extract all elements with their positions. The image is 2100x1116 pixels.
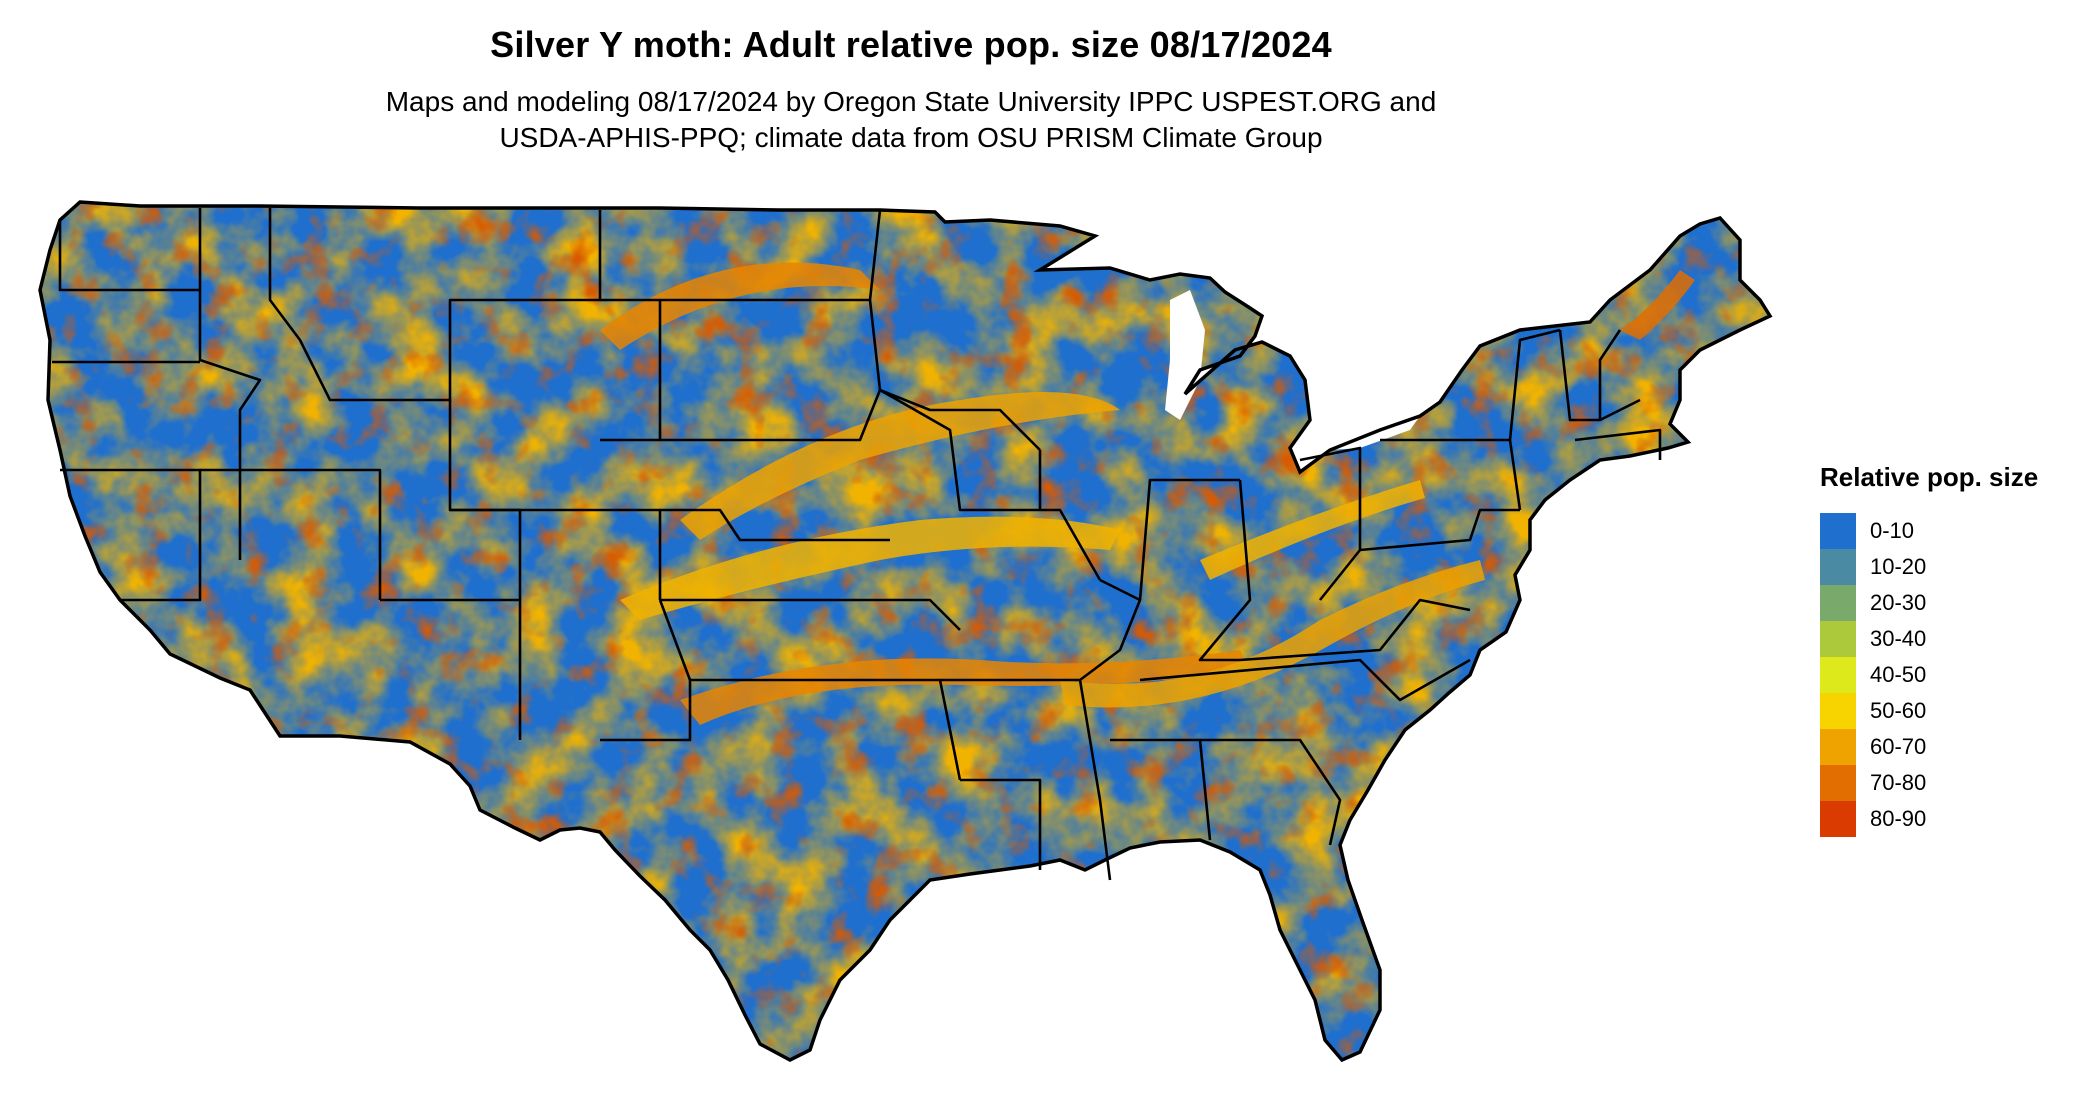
legend: Relative pop. size 0-10 10-20 20-30 30-40 40…	[1820, 462, 2090, 837]
subtitle-line-2: USDA-APHIS-PPQ; climate data from OSU PR…	[499, 122, 1323, 153]
legend-label: 10-20	[1870, 554, 1927, 579]
population-field	[40, 202, 1770, 1060]
legend-swatch	[1820, 693, 1856, 729]
us-population-map	[38, 200, 1772, 1062]
legend-item: 10-20	[1820, 549, 2090, 585]
legend-label: 60-70	[1870, 734, 1927, 759]
subtitle-line-1: Maps and modeling 08/17/2024 by Oregon S…	[385, 86, 1437, 117]
legend-item: 50-60	[1820, 693, 2090, 729]
legend-label: 0-10	[1870, 518, 1915, 543]
legend-item: 0-10	[1820, 513, 2090, 549]
legend-swatch	[1820, 657, 1856, 693]
legend-item: 80-90	[1820, 801, 2090, 837]
legend-label: 40-50	[1870, 662, 1927, 687]
legend-item: 30-40	[1820, 621, 2090, 657]
legend-label: 50-60	[1870, 698, 1927, 723]
legend-item: 70-80	[1820, 765, 2090, 801]
legend-items: 0-10 10-20 20-30 30-40 40-50 50-60 60-70 70-80 8…	[1820, 513, 2090, 837]
map-title: Silver Y moth: Adult relative pop. size …	[490, 24, 1332, 65]
legend-label: 70-80	[1870, 770, 1927, 795]
legend-swatch	[1820, 621, 1856, 657]
legend-swatch	[1820, 513, 1856, 549]
high-population-patches	[40, 202, 1770, 1060]
legend-label: 30-40	[1870, 626, 1927, 651]
legend-title: Relative pop. size	[1820, 462, 2039, 492]
legend-swatch	[1820, 801, 1856, 837]
legend-swatch	[1820, 585, 1856, 621]
legend-item: 20-30	[1820, 585, 2090, 621]
legend-item: 60-70	[1820, 729, 2090, 765]
high-population-bands	[600, 262, 1695, 725]
legend-item: 40-50	[1820, 657, 2090, 693]
legend-swatch	[1820, 765, 1856, 801]
legend-label: 20-30	[1870, 590, 1927, 615]
legend-swatch	[1820, 729, 1856, 765]
state-boundaries	[52, 208, 1662, 881]
map-subtitle: Maps and modeling 08/17/2024 by Oregon S…	[0, 84, 1822, 156]
legend-label: 80-90	[1870, 806, 1927, 831]
legend-swatch	[1820, 549, 1856, 585]
